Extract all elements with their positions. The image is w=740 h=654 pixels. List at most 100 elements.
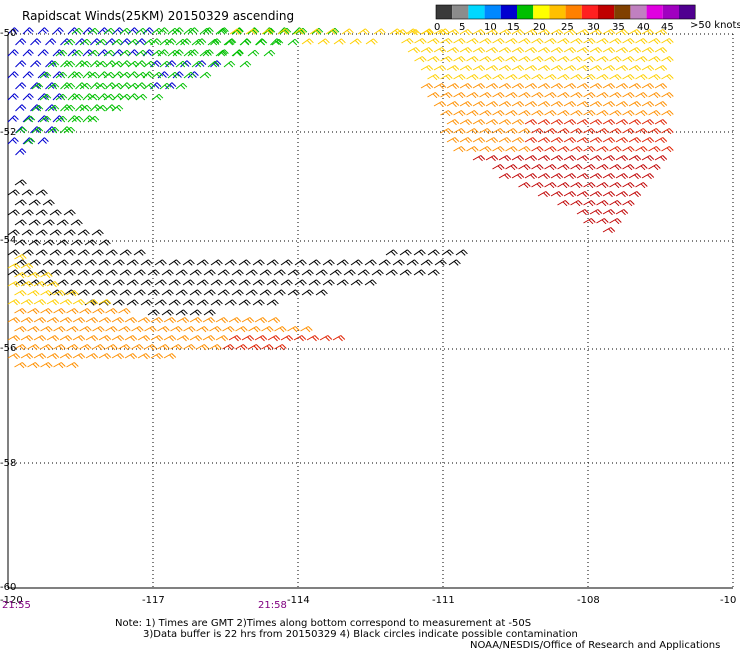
wind-barb xyxy=(27,344,40,351)
wind-barb xyxy=(622,56,635,63)
wind-barb xyxy=(63,209,76,216)
wind-barb xyxy=(21,209,34,216)
wind-barb xyxy=(147,269,160,276)
wind-barb xyxy=(70,219,83,226)
wind-barb xyxy=(557,200,570,207)
wind-barb xyxy=(40,272,53,279)
wind-barb xyxy=(15,82,27,90)
wind-barb xyxy=(23,137,36,145)
wind-barb xyxy=(583,218,596,225)
legend-tick-label: 0 xyxy=(434,22,440,33)
legend-swatch xyxy=(565,5,582,19)
wind-barb xyxy=(92,326,105,333)
wind-barb xyxy=(127,82,140,90)
wind-barb xyxy=(143,82,156,90)
wind-barb xyxy=(95,38,108,46)
map-frame xyxy=(7,33,734,589)
wind-barb xyxy=(137,353,151,360)
wind-barb xyxy=(583,164,596,171)
wind-barb xyxy=(550,155,564,162)
wind-barb xyxy=(33,335,47,342)
wind-barb xyxy=(498,65,512,72)
wind-barb xyxy=(7,317,21,324)
color-legend: 0 5 10 15 20 25 30 35 40 45 >50 knots xyxy=(434,4,740,33)
wind-barb xyxy=(37,71,49,79)
wind-barb xyxy=(589,101,603,108)
wind-barb xyxy=(98,335,112,342)
wind-barb xyxy=(357,28,370,35)
wind-barb xyxy=(518,38,531,45)
wind-barb xyxy=(191,60,204,68)
wind-barb xyxy=(609,200,622,207)
wind-barb xyxy=(511,83,525,90)
wind-barb xyxy=(175,289,188,296)
wind-barb xyxy=(563,155,577,162)
wind-barb xyxy=(63,249,76,256)
wind-barb xyxy=(14,272,27,279)
wind-barb xyxy=(648,92,661,99)
wind-barb xyxy=(635,110,648,117)
wind-barb xyxy=(98,317,112,324)
legend-tick-labels: 0 5 10 15 20 25 30 35 40 45 xyxy=(434,22,674,33)
wind-barb xyxy=(222,326,235,333)
wind-barb xyxy=(570,128,583,135)
wind-barb xyxy=(446,83,460,90)
lon-label: -108 xyxy=(577,595,600,606)
wind-barb xyxy=(433,83,447,90)
wind-barb xyxy=(35,209,48,216)
wind-barb xyxy=(7,281,21,288)
wind-barb xyxy=(66,326,79,333)
wind-barb xyxy=(15,104,27,112)
grid-lines xyxy=(8,34,733,588)
wind-barb xyxy=(165,38,177,46)
wind-barb xyxy=(485,155,499,162)
wind-barb xyxy=(167,49,180,57)
legend-swatch xyxy=(646,5,663,19)
wind-barb xyxy=(485,29,499,36)
wind-barb xyxy=(7,189,20,196)
wind-barb xyxy=(137,317,151,324)
wind-barb xyxy=(91,289,104,296)
wind-barb xyxy=(654,29,668,36)
wind-barb xyxy=(22,71,34,79)
wind-barb xyxy=(466,128,479,135)
legend-tick-label: 20 xyxy=(533,22,546,33)
wind-barb xyxy=(31,126,44,134)
wind-barb xyxy=(91,249,104,256)
legend-swatch xyxy=(679,5,696,19)
wind-barb xyxy=(596,56,609,63)
wind-barb xyxy=(524,173,538,180)
wind-barb xyxy=(176,317,190,324)
wind-barb xyxy=(609,146,622,153)
wind-barb xyxy=(427,56,440,63)
wind-barb xyxy=(183,71,196,79)
wind-barb xyxy=(557,92,570,99)
wind-barb xyxy=(135,60,147,68)
wind-barb xyxy=(420,65,434,72)
wind-barb xyxy=(518,146,531,153)
wind-barb xyxy=(563,83,577,90)
wind-barb xyxy=(183,326,196,333)
lat-label: -58 xyxy=(0,458,16,469)
wind-barb xyxy=(274,326,287,333)
wind-barb xyxy=(371,269,384,276)
wind-barb xyxy=(238,259,251,266)
wind-barb xyxy=(557,128,570,135)
wind-barb xyxy=(576,155,590,162)
wind-barb xyxy=(150,317,164,324)
legend-bar xyxy=(435,4,696,20)
wind-barb xyxy=(97,49,109,57)
note-line-1: Note: 1) Times are GMT 2)Times along bot… xyxy=(115,618,531,629)
wind-barb xyxy=(648,164,661,171)
wind-barb xyxy=(472,29,486,36)
wind-barb xyxy=(492,164,505,171)
wind-barb xyxy=(182,259,195,266)
wind-barb xyxy=(511,137,525,144)
wind-barb xyxy=(163,353,177,360)
wind-barb xyxy=(615,173,629,180)
wind-barb xyxy=(30,38,42,46)
wind-barb xyxy=(557,74,570,81)
wind-barb xyxy=(124,353,138,360)
wind-barb xyxy=(72,353,86,360)
wind-barb xyxy=(440,110,453,117)
